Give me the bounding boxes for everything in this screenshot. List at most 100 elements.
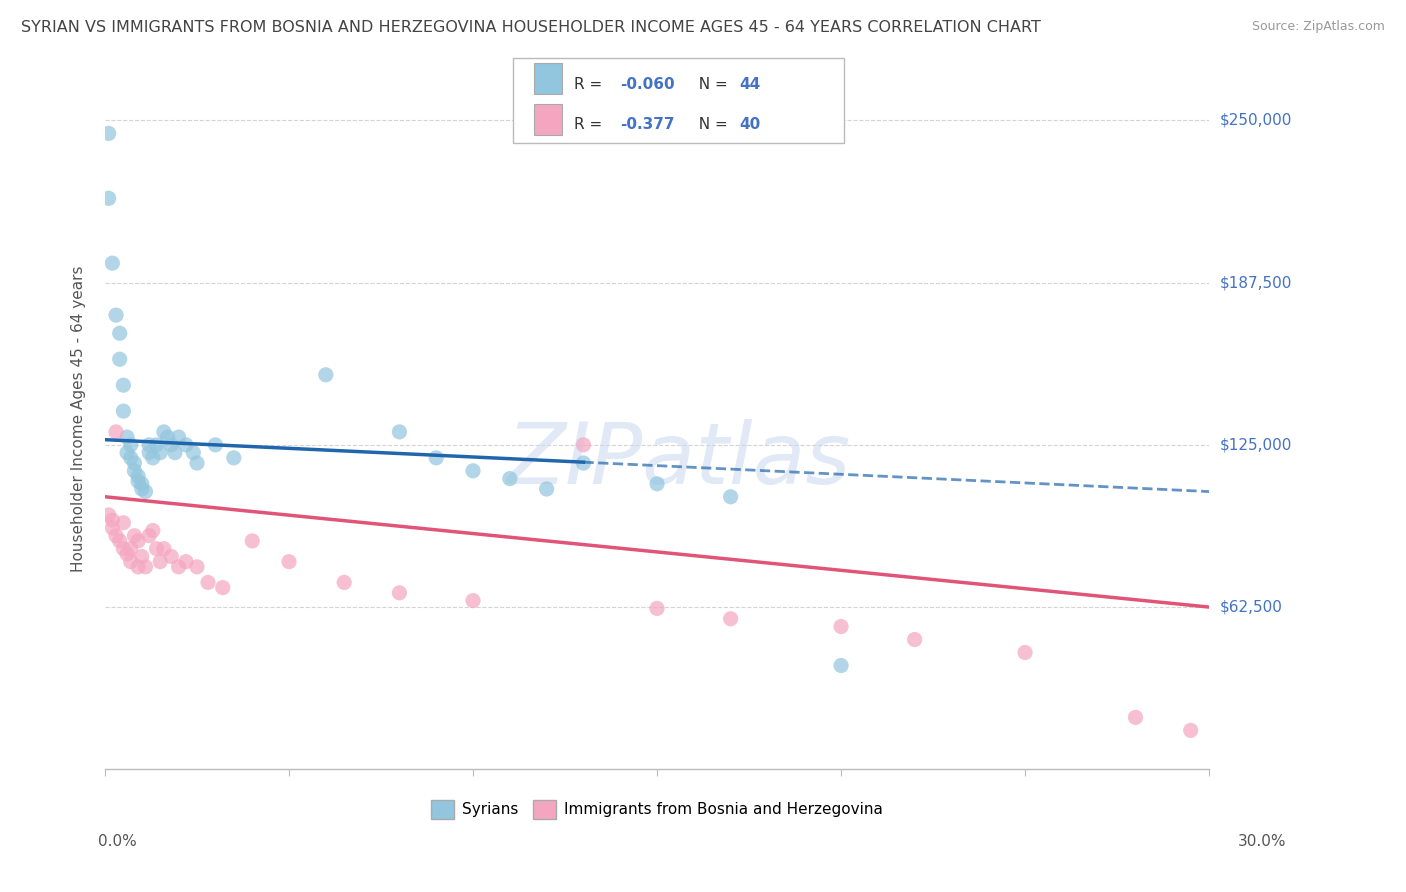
Point [278,555,301,569]
Point [115,445,138,459]
Point [572,438,595,452]
Point [124,456,146,470]
Point [142,524,165,538]
Text: N =: N = [689,118,733,133]
Point [120,555,142,569]
Point [112,541,135,556]
Point [112,378,135,392]
Point [156,430,179,444]
Point [134,559,156,574]
Point [167,430,190,444]
Point [131,482,153,496]
Point [149,445,172,459]
Point [120,541,142,556]
Point [181,445,204,459]
Text: Source: ZipAtlas.com: Source: ZipAtlas.com [1251,20,1385,33]
Point [108,533,131,548]
Point [461,464,484,478]
Point [131,476,153,491]
Point [461,593,484,607]
Point [830,619,852,633]
Point [120,438,142,452]
Point [138,529,160,543]
Point [153,541,176,556]
Point [1125,710,1147,724]
Point [645,601,668,615]
Point [1014,646,1036,660]
Point [160,549,183,564]
Point [124,529,146,543]
Point [145,438,167,452]
Point [149,555,172,569]
Point [127,559,149,574]
Point [536,482,558,496]
Point [645,476,668,491]
Text: SYRIAN VS IMMIGRANTS FROM BOSNIA AND HERZEGOVINA HOUSEHOLDER INCOME AGES 45 - 64: SYRIAN VS IMMIGRANTS FROM BOSNIA AND HER… [21,20,1040,35]
Text: $125,000: $125,000 [1220,437,1292,452]
Point [174,555,197,569]
Text: $62,500: $62,500 [1220,599,1284,615]
Point [572,456,595,470]
Text: N =: N = [689,77,733,92]
Point [105,308,128,322]
Point [131,549,153,564]
Point [124,464,146,478]
Text: 44: 44 [740,77,761,92]
Point [138,438,160,452]
Point [186,456,208,470]
Point [388,425,411,439]
Point [830,658,852,673]
Text: 0.0%: 0.0% [98,834,138,849]
Point [388,586,411,600]
Point [186,559,208,574]
Point [425,450,447,465]
Point [174,438,197,452]
Point [160,438,183,452]
Point [115,547,138,561]
Point [333,575,356,590]
Point [115,430,138,444]
Text: 40: 40 [740,118,761,133]
Point [127,469,149,483]
Point [720,490,742,504]
Point [101,513,124,527]
Point [163,445,186,459]
Point [240,533,263,548]
Point [108,352,131,367]
Text: $187,500: $187,500 [1220,275,1292,290]
Text: R =: R = [574,118,607,133]
Point [120,450,142,465]
Point [134,484,156,499]
Point [904,632,927,647]
Point [112,404,135,418]
Point [499,472,522,486]
Point [153,425,176,439]
Point [101,521,124,535]
Point [127,474,149,488]
Text: 30.0%: 30.0% [1239,834,1286,849]
Point [142,450,165,465]
Y-axis label: Householder Income Ages 45 - 64 years: Householder Income Ages 45 - 64 years [72,266,86,572]
Text: ZIPatlas: ZIPatlas [508,419,851,502]
Point [211,581,233,595]
Point [108,326,131,341]
Point [145,541,167,556]
Text: -0.377: -0.377 [620,118,675,133]
Point [315,368,337,382]
Point [105,529,128,543]
Point [167,559,190,574]
Point [101,256,124,270]
Point [204,438,226,452]
Point [1180,723,1202,738]
Point [112,516,135,530]
Point [97,127,120,141]
Point [138,445,160,459]
Text: -0.060: -0.060 [620,77,675,92]
Point [97,508,120,522]
Legend: Syrians, Immigrants from Bosnia and Herzegovina: Syrians, Immigrants from Bosnia and Herz… [425,794,889,825]
Point [197,575,219,590]
Point [222,450,245,465]
Text: R =: R = [574,77,607,92]
Point [720,612,742,626]
Point [105,425,128,439]
